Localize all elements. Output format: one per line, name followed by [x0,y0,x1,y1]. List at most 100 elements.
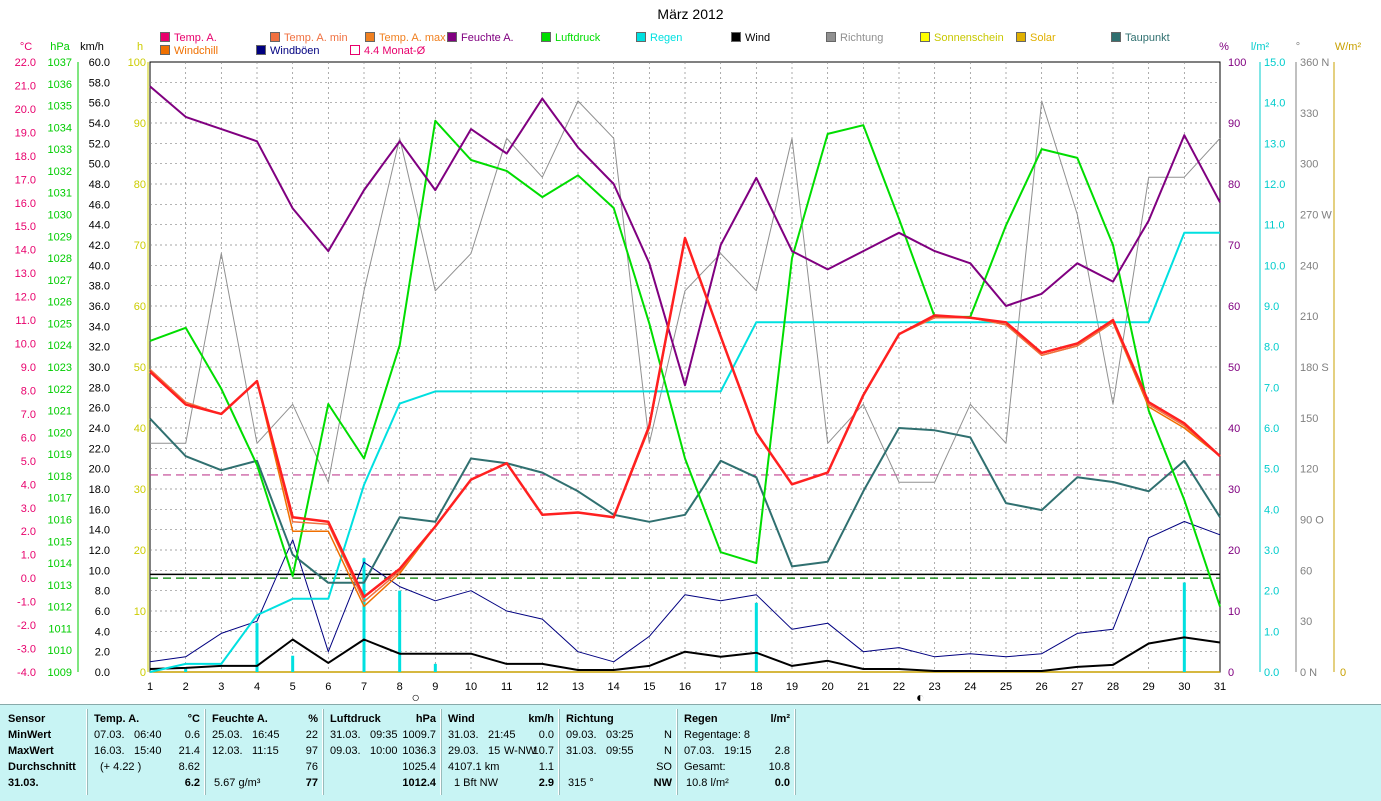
legend-label: Windchill [174,45,219,57]
legend-item: Taupunkt [1111,32,1170,45]
stats-pressure-today-val: 1012.4 [402,777,436,789]
y-tick-label-wind: 38.0 [89,281,110,293]
legend-label: Temp. A. [174,32,217,44]
y-tick-label-temp: 13.0 [15,268,36,280]
stats-direction-avg-val: SO [656,761,672,773]
stats-rain-total-val: 10.8 [768,761,790,773]
series-line-feuchte-a- [149,85,1221,387]
legend-label: Windböen [270,45,320,57]
y-tick-label-wind: 26.0 [89,403,110,415]
stats-pressure-avg-val: 1025.4 [402,761,436,773]
y-tick-label-pressure: 1019 [48,449,72,461]
stats-row-max: MaxWert [8,745,54,757]
stats-temp-max-time: 15:40 [134,745,162,757]
legend-item: Solar [1016,32,1056,45]
series-line-richtung [150,100,1221,483]
y-tick-label-direction: 180 S [1300,362,1329,374]
y-tick-label-temp: 10.0 [15,339,36,351]
stats-humidity-today-val: 77 [305,777,318,789]
y-tick-label-wind: 36.0 [89,301,110,313]
y-tick-label-temp: -1.0 [17,597,36,609]
y-tick-label-pressure: 1030 [48,210,72,222]
y-tick-label-humidity: 70 [1228,240,1240,252]
y-tick-label-direction: 30 [1300,616,1312,628]
stats-direction-min-val: N [664,729,672,741]
x-tick-label: 24 [964,681,976,693]
chart-plot: 1 2 3 4 5 6 7 8 9 10 11 12 13 14 15 16 17 18 19 20 21 22 23 24 2… [15,41,1362,704]
legend-item: Wind [731,32,770,45]
stats-pressure-max-val: 1036.3 [402,745,436,757]
stats-temp-avg-extra: (+ 4.22 ) [100,761,142,773]
y-tick-label-pressure: 1027 [48,275,72,287]
stats-wind-today-val: 2.9 [538,777,554,789]
legend-swatch [1111,32,1121,42]
y-tick-label-rain: 1.0 [1264,626,1279,638]
y-tick-label-rain: 0.0 [1264,667,1279,679]
x-tick-label: 31 [1214,681,1226,693]
y-tick-label-temp: 12.0 [15,292,36,304]
y-tick-label-wind: 44.0 [89,220,110,232]
rain-daily-bar [398,590,402,672]
rain-daily-bar [291,655,295,672]
y-tick-label-pressure: 1022 [48,384,72,396]
y-tick-label-wind: 10.0 [89,565,110,577]
y-tick-label-temp: 5.0 [21,456,36,468]
x-tick-label: 17 [715,681,727,693]
x-tick-label: 1 [147,681,153,693]
legend-item: Temp. A. [160,32,217,45]
statistics-panel: Sensor MinWert MaxWert Durchschnitt 31.0… [0,704,1381,801]
y-tick-label-temp: 19.0 [15,127,36,139]
y-tick-label-humidity: 0 [1228,667,1234,679]
y-tick-label-pressure: 1033 [48,144,72,156]
stats-row-today: 31.03. [8,777,39,789]
stats-wind-max-val: 10.7 [532,745,554,757]
y-tick-label-humidity: 20 [1228,545,1240,557]
stats-rain-unit: l/m² [770,713,790,725]
y-tick-label-humidity: 50 [1228,362,1240,374]
legend-swatch [270,32,280,42]
stats-humidity-today-extra: 5.67 g/m³ [214,777,261,789]
stats-pressure: Luftdruck hPa 31.03. 09:35 1009.7 09.03. 10:… [326,709,441,795]
stats-temp-unit: °C [187,713,200,725]
y-tick-label-sunshine: 60 [134,301,146,313]
legend-item: Richtung [826,32,883,45]
y-tick-label-pressure: 1018 [48,471,72,483]
y-tick-label-rain: 6.0 [1264,423,1279,435]
y-tick-label-rain: 15.0 [1264,57,1285,69]
legend-swatch [160,45,170,55]
stats-temp-max-date: 16.03. [94,745,125,757]
rain-daily-bar [433,663,437,672]
stats-rain-head: Regen [684,713,718,725]
y-tick-label-sunshine: 10 [134,606,146,618]
stats-rain-today-val: 0.0 [774,777,790,789]
y-tick-label-pressure: 1017 [48,493,72,505]
y-tick-label-wind: 22.0 [89,443,110,455]
y-tick-label-wind: 58.0 [89,77,110,89]
x-tick-label: 12 [536,681,548,693]
y-tick-label-wind: 0.0 [95,667,110,679]
y-tick-label-pressure: 1010 [48,645,72,657]
y-tick-label-temp: 18.0 [15,151,36,163]
y-tick-label-pressure: 1031 [48,188,72,200]
y-tick-label-wind: 32.0 [89,342,110,354]
y-tick-label-wind: 6.0 [95,606,110,618]
stats-humidity-min-date: 25.03. [212,729,243,741]
stats-humidity-min-time: 16:45 [252,729,280,741]
legend-swatch [731,32,741,42]
legend-swatch [350,45,360,55]
axis-label-rain: l/m² [1251,41,1270,53]
x-tick-label: 2 [183,681,189,693]
y-tick-label-temp: 2.0 [21,526,36,538]
y-tick-label-wind: 14.0 [89,525,110,537]
y-tick-label-sunshine: 0 [140,667,146,679]
legend-item: Regen [636,32,682,45]
stats-direction-max-val: N [664,745,672,757]
y-tick-label-wind: 34.0 [89,321,110,333]
y-tick-label-rain: 4.0 [1264,504,1279,516]
legend-item: Windchill [160,45,218,58]
series-line-luftdruck [149,119,1221,607]
stats-temp: Temp. A. °C 07.03. 06:40 0.6 16.03. 15:40 21.… [90,709,205,795]
legend-swatch [541,32,551,42]
x-tick-label: 7 [361,681,367,693]
y-tick-label-direction: 0 N [1300,667,1317,679]
